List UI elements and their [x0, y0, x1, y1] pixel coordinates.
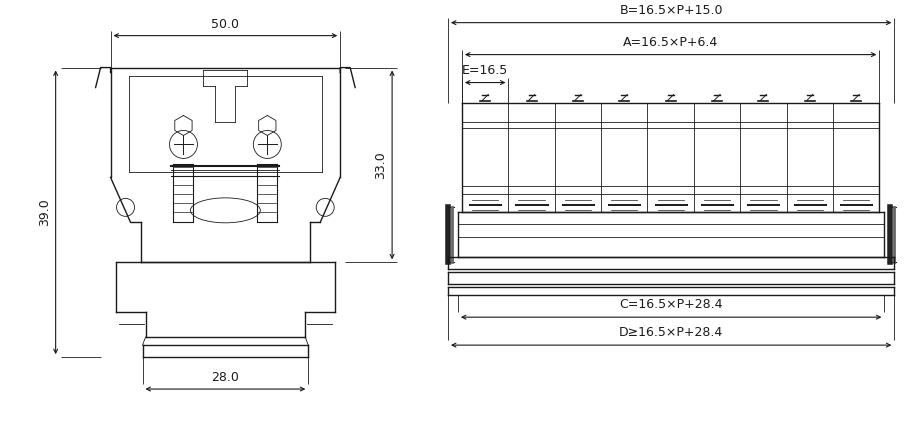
Text: E=16.5: E=16.5: [462, 64, 508, 76]
Text: 39.0: 39.0: [38, 198, 50, 226]
Text: 33.0: 33.0: [374, 151, 387, 179]
Text: 50.0: 50.0: [212, 18, 239, 31]
Text: A=16.5×P+6.4: A=16.5×P+6.4: [623, 35, 718, 49]
Text: B=16.5×P+15.0: B=16.5×P+15.0: [619, 4, 723, 16]
Text: D≥16.5×P+28.4: D≥16.5×P+28.4: [619, 326, 724, 339]
Text: C=16.5×P+28.4: C=16.5×P+28.4: [619, 298, 723, 311]
Text: 28.0: 28.0: [212, 371, 239, 384]
